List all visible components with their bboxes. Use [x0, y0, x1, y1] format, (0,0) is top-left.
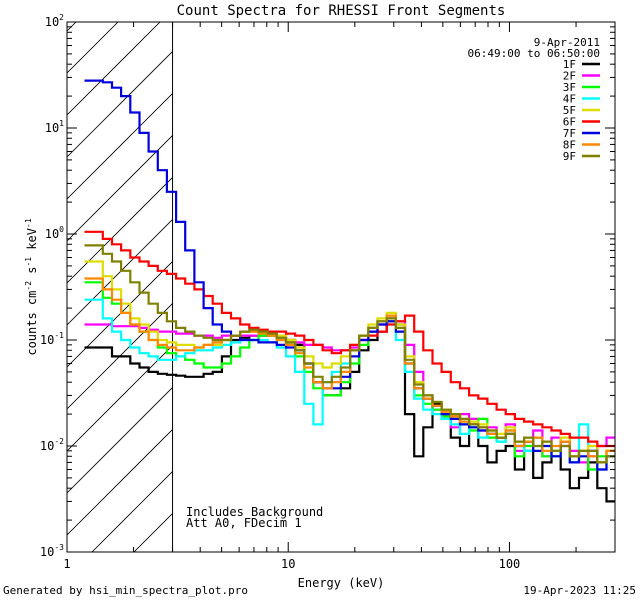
info-time-range: 06:49:00 to 06:50:00 — [468, 47, 600, 60]
annotation-attenuator: Att A0, FDecim 1 — [186, 516, 302, 530]
y-tick-label: 10-2 — [40, 437, 64, 453]
y-tick-label: 101 — [45, 119, 64, 135]
series-line-4f — [85, 300, 640, 520]
y-tick-label: 100 — [45, 225, 64, 241]
x-tick-label: 10 — [281, 557, 295, 571]
x-tick-label: 1 — [63, 557, 70, 571]
x-tick-label: 100 — [499, 557, 521, 571]
y-axis-label: counts cm-2 s-1 keV-1 — [24, 218, 39, 355]
y-tick-label: 102 — [45, 13, 64, 29]
footer-timestamp: 19-Apr-2023 11:25 — [523, 584, 636, 597]
x-axis-label: Energy (keV) — [298, 576, 385, 590]
y-tick-label: 10-1 — [40, 331, 64, 347]
footer-generated-by: Generated by hsi_min_spectra_plot.pro — [3, 584, 248, 597]
chart-title: Count Spectra for RHESSI Front Segments — [177, 3, 506, 19]
legend-label-9f: 9F — [563, 150, 576, 163]
y-tick-label: 10-3 — [40, 543, 64, 559]
series-line-5f — [85, 262, 640, 502]
